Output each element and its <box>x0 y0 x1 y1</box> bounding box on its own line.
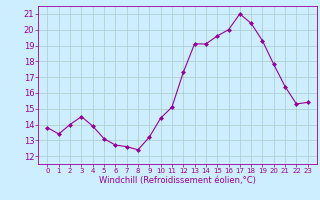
X-axis label: Windchill (Refroidissement éolien,°C): Windchill (Refroidissement éolien,°C) <box>99 176 256 185</box>
